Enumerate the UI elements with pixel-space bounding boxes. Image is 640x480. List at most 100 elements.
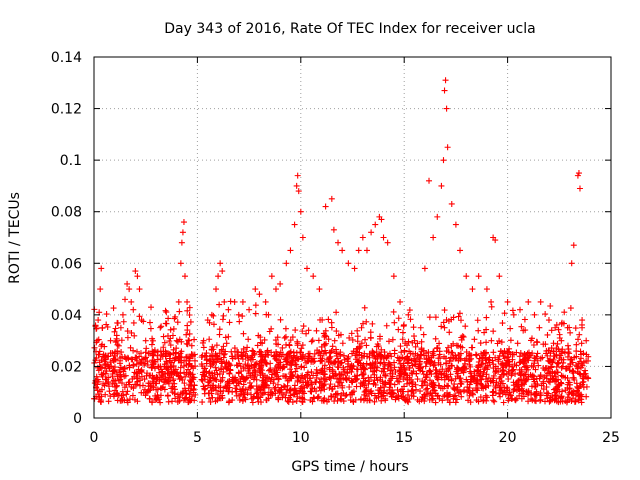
- data-point: [330, 373, 337, 380]
- data-point: [430, 387, 437, 394]
- data-point-peak: [181, 273, 188, 280]
- data-point: [354, 358, 361, 365]
- y-tick-label: 0.06: [51, 256, 82, 272]
- data-point: [455, 313, 462, 320]
- data-point: [328, 359, 335, 366]
- data-point: [313, 327, 320, 334]
- data-point-peak: [575, 170, 582, 177]
- data-point: [91, 395, 98, 402]
- data-point: [329, 343, 336, 350]
- data-point: [291, 386, 298, 393]
- data-point-peak: [99, 324, 106, 331]
- data-point: [321, 341, 328, 348]
- data-point: [532, 391, 539, 398]
- data-point: [566, 389, 573, 396]
- data-point: [507, 392, 514, 399]
- data-point: [143, 345, 150, 352]
- data-point: [269, 390, 276, 397]
- data-point: [281, 334, 288, 341]
- data-point: [133, 375, 140, 382]
- data-point: [363, 360, 370, 367]
- data-point: [119, 388, 126, 395]
- data-point: [490, 397, 497, 404]
- data-point: [246, 365, 253, 372]
- data-point-peak: [330, 226, 337, 233]
- data-point: [339, 340, 346, 347]
- data-point-peak: [558, 337, 565, 344]
- data-point: [371, 398, 378, 405]
- data-point: [153, 386, 160, 393]
- data-point: [479, 382, 486, 389]
- data-point: [218, 356, 225, 363]
- data-point: [440, 319, 447, 326]
- data-point: [338, 360, 345, 367]
- data-point-peak: [579, 324, 586, 331]
- data-point: [435, 359, 442, 366]
- data-point: [270, 380, 277, 387]
- data-point: [383, 322, 390, 329]
- data-point: [333, 375, 340, 382]
- data-point-peak: [138, 317, 145, 324]
- data-point: [334, 390, 341, 397]
- data-point: [564, 384, 571, 391]
- data-point: [438, 371, 445, 378]
- data-point: [322, 347, 329, 354]
- data-point: [572, 325, 579, 332]
- data-point: [557, 379, 564, 386]
- data-point: [169, 332, 176, 339]
- data-point: [292, 387, 299, 394]
- data-point: [203, 350, 210, 357]
- data-point: [216, 326, 223, 333]
- data-point: [220, 343, 227, 350]
- data-point: [554, 360, 561, 367]
- data-point: [283, 361, 290, 368]
- data-point: [482, 392, 489, 399]
- data-point: [469, 344, 476, 351]
- data-point: [249, 347, 256, 354]
- data-point: [497, 393, 504, 400]
- data-point: [450, 355, 457, 362]
- data-point: [432, 314, 439, 321]
- data-point-peak: [277, 280, 284, 287]
- data-point: [314, 394, 321, 401]
- data-point: [232, 385, 239, 392]
- data-point: [394, 386, 401, 393]
- data-point: [305, 327, 312, 334]
- data-point-peak: [175, 298, 182, 305]
- data-point: [186, 381, 193, 388]
- data-point: [188, 382, 195, 389]
- data-point: [397, 373, 404, 380]
- data-point: [495, 356, 502, 363]
- data-point: [544, 395, 551, 402]
- data-point-peak: [96, 309, 103, 316]
- data-point: [216, 301, 223, 308]
- data-point-peak: [262, 298, 269, 305]
- data-point: [133, 348, 140, 355]
- data-point: [183, 357, 190, 364]
- data-point: [412, 343, 419, 350]
- data-point: [538, 382, 545, 389]
- data-point: [580, 373, 587, 380]
- data-point: [322, 327, 329, 334]
- data-point: [210, 321, 217, 328]
- data-point: [476, 372, 483, 379]
- data-point: [286, 387, 293, 394]
- data-point: [294, 393, 301, 400]
- data-point: [574, 383, 581, 390]
- data-point: [530, 341, 537, 348]
- x-tick-label: 15: [395, 430, 413, 446]
- data-point: [343, 375, 350, 382]
- data-point: [583, 393, 590, 400]
- data-point: [305, 353, 312, 360]
- data-point: [226, 384, 233, 391]
- data-point: [491, 398, 498, 405]
- data-point: [308, 338, 315, 345]
- data-point: [129, 392, 136, 399]
- data-point-peak: [351, 265, 358, 272]
- data-point: [255, 398, 262, 405]
- data-point-peak: [115, 342, 122, 349]
- data-point: [418, 382, 425, 389]
- data-point: [287, 366, 294, 373]
- data-point: [112, 325, 119, 332]
- data-point: [480, 352, 487, 359]
